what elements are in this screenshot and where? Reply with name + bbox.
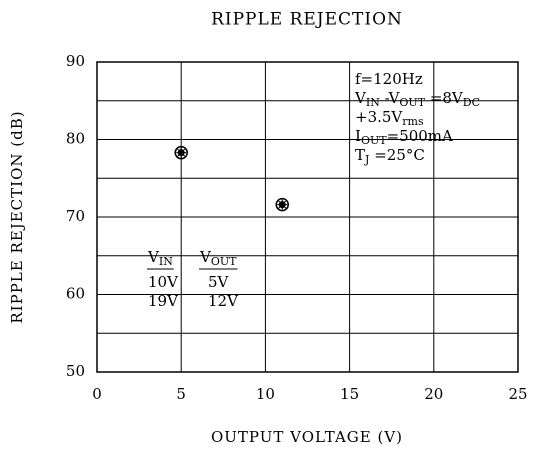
point [174, 145, 188, 160]
text-part: OUT [361, 134, 387, 147]
x-tick-label: 15 [340, 385, 359, 403]
point [275, 197, 289, 212]
table-cell: 19V [148, 292, 179, 310]
y-tick-label: 70 [66, 207, 85, 225]
text-part: J [364, 153, 369, 166]
y-tick-label: 50 [66, 362, 85, 380]
text-part: V [199, 248, 212, 266]
annotation-line: f=120Hz [355, 70, 423, 88]
text-part: =500mA [387, 127, 453, 145]
chart-title: RIPPLE REJECTION [211, 10, 403, 30]
x-tick-label: 5 [176, 385, 186, 403]
plot-frame [96, 61, 519, 373]
y-tick-label: 80 [66, 130, 85, 148]
text-part: rms [402, 115, 424, 128]
text-part: -V [380, 89, 401, 107]
x-axis-label: OUTPUT VOLTAGE (V) [211, 428, 403, 446]
annotation-line: IOUT=500mA [355, 127, 453, 147]
x-tick-label: 0 [92, 385, 102, 403]
x-tick-label: 10 [256, 385, 275, 403]
text-part: IN [159, 255, 173, 268]
table-cell: 5V [208, 273, 230, 291]
annotation-line: +3.5Vrms [355, 108, 424, 128]
text-part: f=120Hz [355, 70, 423, 88]
text-part: OUT [399, 96, 425, 109]
x-tick-label: 20 [424, 385, 443, 403]
x-tick-label: 25 [508, 385, 527, 403]
text-part: OUT [211, 255, 237, 268]
text-part: V [147, 248, 160, 266]
table-header: VOUT [199, 248, 237, 268]
table-header: VIN [147, 248, 173, 268]
text-part: =25°C [369, 146, 424, 164]
text-part: V [354, 89, 367, 107]
annotation-line: TJ =25°C [355, 146, 425, 166]
table-cell: 12V [208, 292, 239, 310]
text-part: I [355, 127, 361, 145]
text-part: =8V [425, 89, 464, 107]
point-star [278, 200, 287, 209]
text-part: T [355, 146, 365, 164]
y-axis-label: RIPPLE REJECTION (dB) [8, 110, 26, 323]
table-cell: 10V [148, 273, 179, 291]
text-part: DC [463, 96, 480, 109]
text-part: +3.5V [355, 108, 403, 126]
point-star [177, 148, 186, 157]
point-ring [174, 145, 188, 160]
y-tick-label: 90 [66, 52, 85, 70]
text-part: IN [366, 96, 380, 109]
point-ring [275, 197, 289, 212]
y-tick-label: 60 [66, 285, 85, 303]
annotation-line: VIN -VOUT =8VDC [354, 89, 480, 109]
